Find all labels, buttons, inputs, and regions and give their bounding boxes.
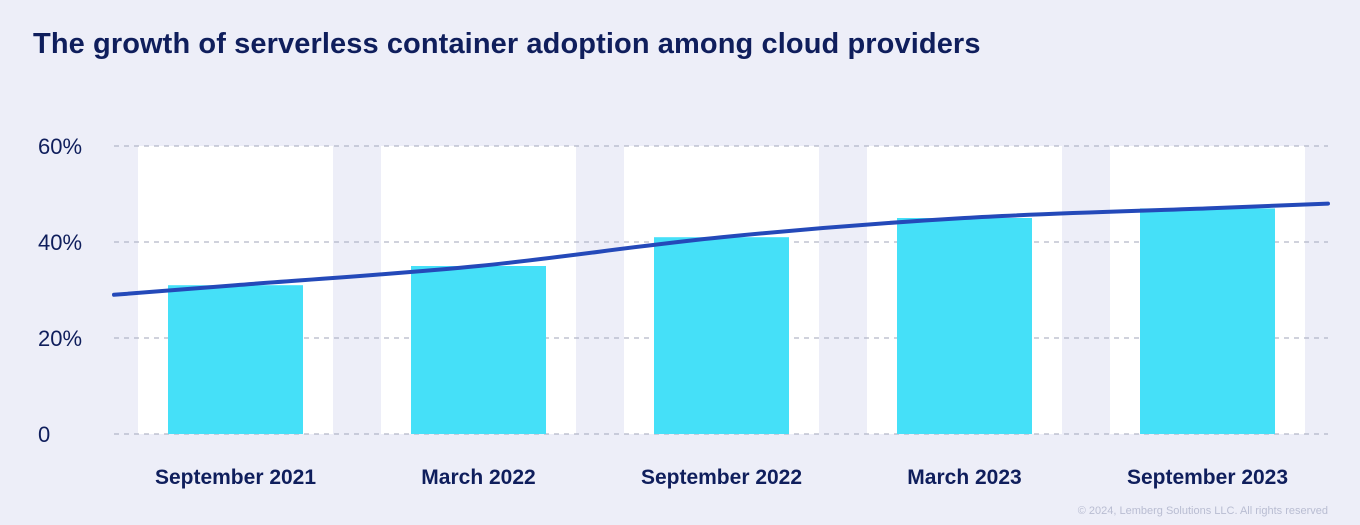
bar	[897, 218, 1032, 434]
x-axis-ticks: September 2021 March 2022 September 2022 Ma…	[155, 466, 1288, 489]
gridlines	[114, 145, 1328, 435]
y-tick-label: 20%	[38, 326, 82, 351]
y-tick-label: 60%	[38, 134, 82, 159]
x-tick-label: March 2022	[421, 466, 535, 489]
bar	[1140, 208, 1275, 434]
x-tick-label: March 2023	[907, 466, 1021, 489]
bar	[654, 237, 789, 434]
trend-line	[112, 201, 1330, 297]
y-tick-label: 40%	[38, 230, 82, 255]
x-tick-label: September 2023	[1127, 466, 1288, 489]
bar	[168, 285, 303, 434]
copyright-footer: © 2024, Lemberg Solutions LLC. All right…	[1077, 505, 1328, 517]
x-tick-label: September 2021	[155, 466, 316, 489]
bars	[168, 208, 1275, 434]
y-axis-ticks: 0 20% 40% 60%	[38, 134, 82, 447]
bar	[411, 266, 546, 434]
y-tick-label: 0	[38, 422, 50, 447]
chart-title: The growth of serverless container adopt…	[33, 28, 981, 60]
trend-line-layer	[112, 201, 1330, 297]
x-tick-label: September 2022	[641, 466, 802, 489]
